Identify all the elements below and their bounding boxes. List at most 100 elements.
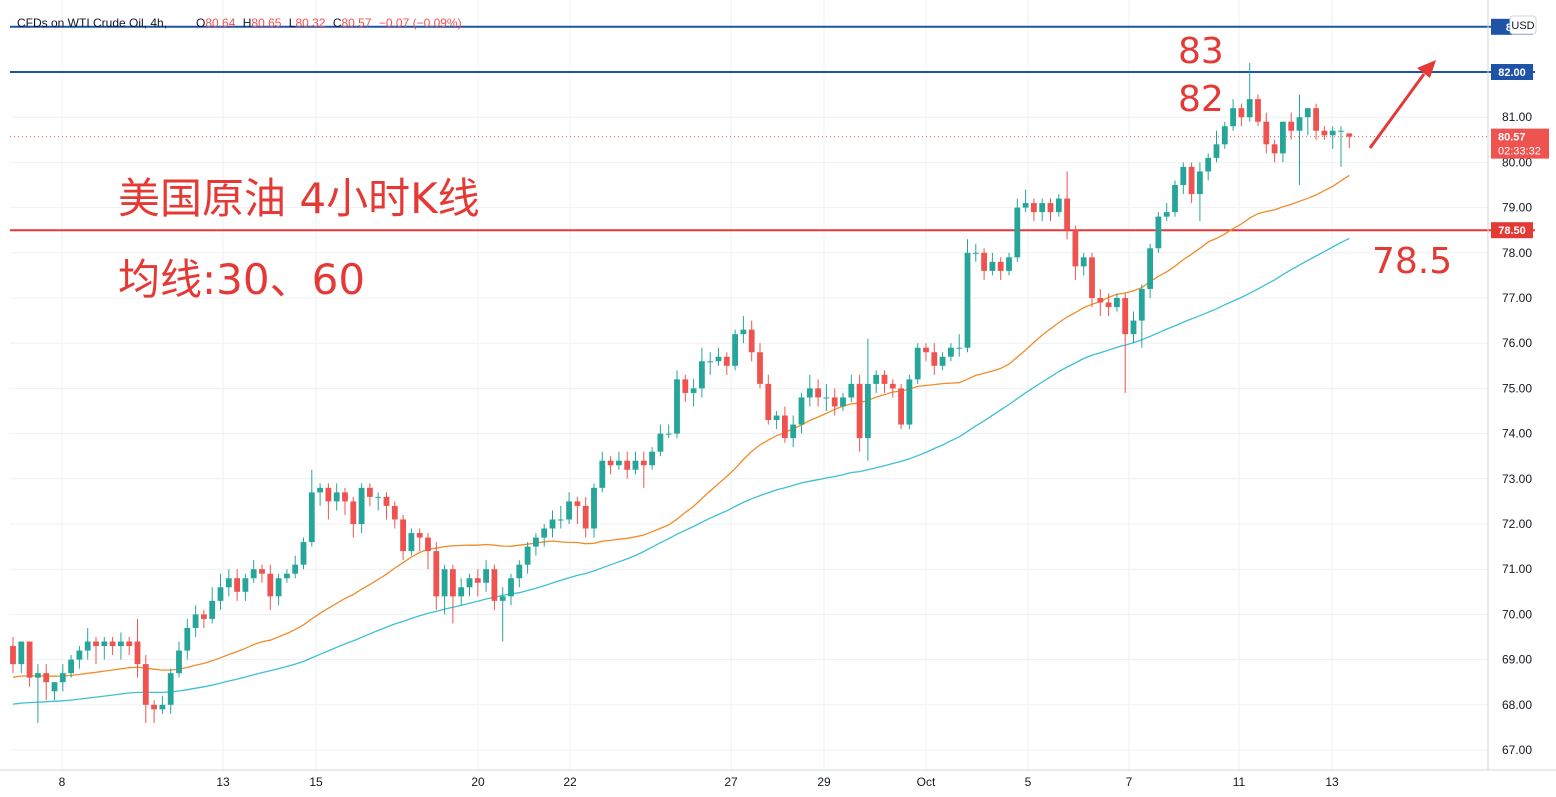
candle-body [391,505,398,520]
candle-body [632,460,639,470]
candle-body [109,641,116,647]
candle-body [358,487,365,524]
candle-body [889,383,896,389]
price-tick-label: 79.00 [1502,201,1532,215]
candle-body [516,564,523,579]
candle-body [499,596,506,601]
candle-body [533,537,539,547]
time-tick-label: 7 [1126,775,1133,789]
ohlc-values: O80.64 H80.65 L80.32 C80.57 −0.07 (−0.09… [196,16,462,30]
candle-body [981,252,987,271]
candle-body [1213,144,1220,158]
candle-body [126,641,133,647]
price-axis[interactable]: 67.00 68.00 69.00 70.00 71.00 72.00 73.00 74.00… [1502,110,1532,757]
candle-body [408,533,415,552]
time-tick-label: 13 [216,775,230,789]
candle-body [657,433,664,452]
low-label: L [289,16,296,30]
time-tick-label: 8 [59,775,66,789]
level-badge-label: 78.50 [1498,225,1526,237]
candle-body [59,673,66,683]
candle-body [1255,99,1261,122]
price-tick-label: 75.00 [1502,381,1532,395]
candle-body [566,501,572,520]
candle-body [1055,198,1062,213]
candle-body [342,492,348,502]
level-badge-label: 82.00 [1498,67,1526,79]
time-tick-label: 29 [817,775,831,789]
candle-body [1205,157,1212,172]
candle-body [375,496,382,498]
price-tick-label: 73.00 [1502,472,1532,486]
candle-body [259,569,265,574]
candle-body [1105,302,1112,308]
candle-body [1097,298,1104,303]
candle-body [1230,108,1236,127]
candle-body [1147,248,1153,289]
candle-body [1271,144,1278,154]
candle-body [906,379,913,425]
candle-body [1080,257,1087,267]
candle-body [425,537,431,552]
candle-body [1072,230,1079,267]
candle-body [748,329,755,353]
candle-body [1313,108,1319,131]
price-tick-label: 70.00 [1502,607,1532,621]
candle-body [242,578,249,592]
candle-body [1163,212,1170,217]
candle-body [1155,216,1162,249]
candle-body [607,460,614,466]
candle-body [956,347,963,349]
candle-body [1138,288,1145,321]
candle-body [1114,298,1120,308]
price-tick-label: 69.00 [1502,653,1532,667]
candle-body [1280,121,1286,154]
candle-body [931,352,938,366]
candle-body [873,374,880,384]
candle-body [458,587,465,597]
candle-body [317,487,323,493]
open-value: 80.64 [205,16,235,30]
candle-body [541,528,548,538]
candle-body [101,641,108,647]
annotation-title: 美国原油 4小时K线 [118,174,480,223]
candle-body [1296,117,1303,131]
currency-button[interactable]: USD [1509,15,1537,35]
candle-body [10,646,16,665]
price-tick-label: 80.00 [1502,155,1532,169]
candle-body [1221,126,1228,145]
candle-body [1172,185,1178,213]
candle-body [898,388,904,425]
candle-body [43,673,50,683]
bar-countdown-label: 02:33:32 [1498,146,1541,158]
annotation-level-78-5: 78.5 [1372,241,1452,282]
candle-body [923,347,929,353]
candle-body [740,329,747,335]
candle-body [267,573,274,597]
candle-body [151,704,157,710]
ma-60-line [12,237,1350,705]
candle-body [723,356,730,366]
candle-body [1047,203,1054,213]
candle-body [782,415,788,439]
candle-body [483,569,489,583]
candle-body [1031,203,1037,213]
candle-body [665,433,672,435]
price-tick-label: 67.00 [1502,743,1532,757]
candle-body [640,460,647,466]
chart-grid [10,0,1488,770]
price-tick-label: 77.00 [1502,291,1532,305]
candle-body [1014,207,1021,258]
candle-body [76,650,83,660]
candle-body [649,451,655,466]
candle-body [18,641,25,665]
candle-body [134,641,141,665]
candle-body [1022,203,1029,208]
candle-body [367,487,373,497]
up-arrow-annotation [1368,60,1436,149]
candle-body [441,569,448,597]
time-axis[interactable]: 8 13 15 20 22 27 29 Oct 5 7 11 13 [59,775,1339,789]
candle-body [624,460,631,470]
candle-body [400,519,406,552]
